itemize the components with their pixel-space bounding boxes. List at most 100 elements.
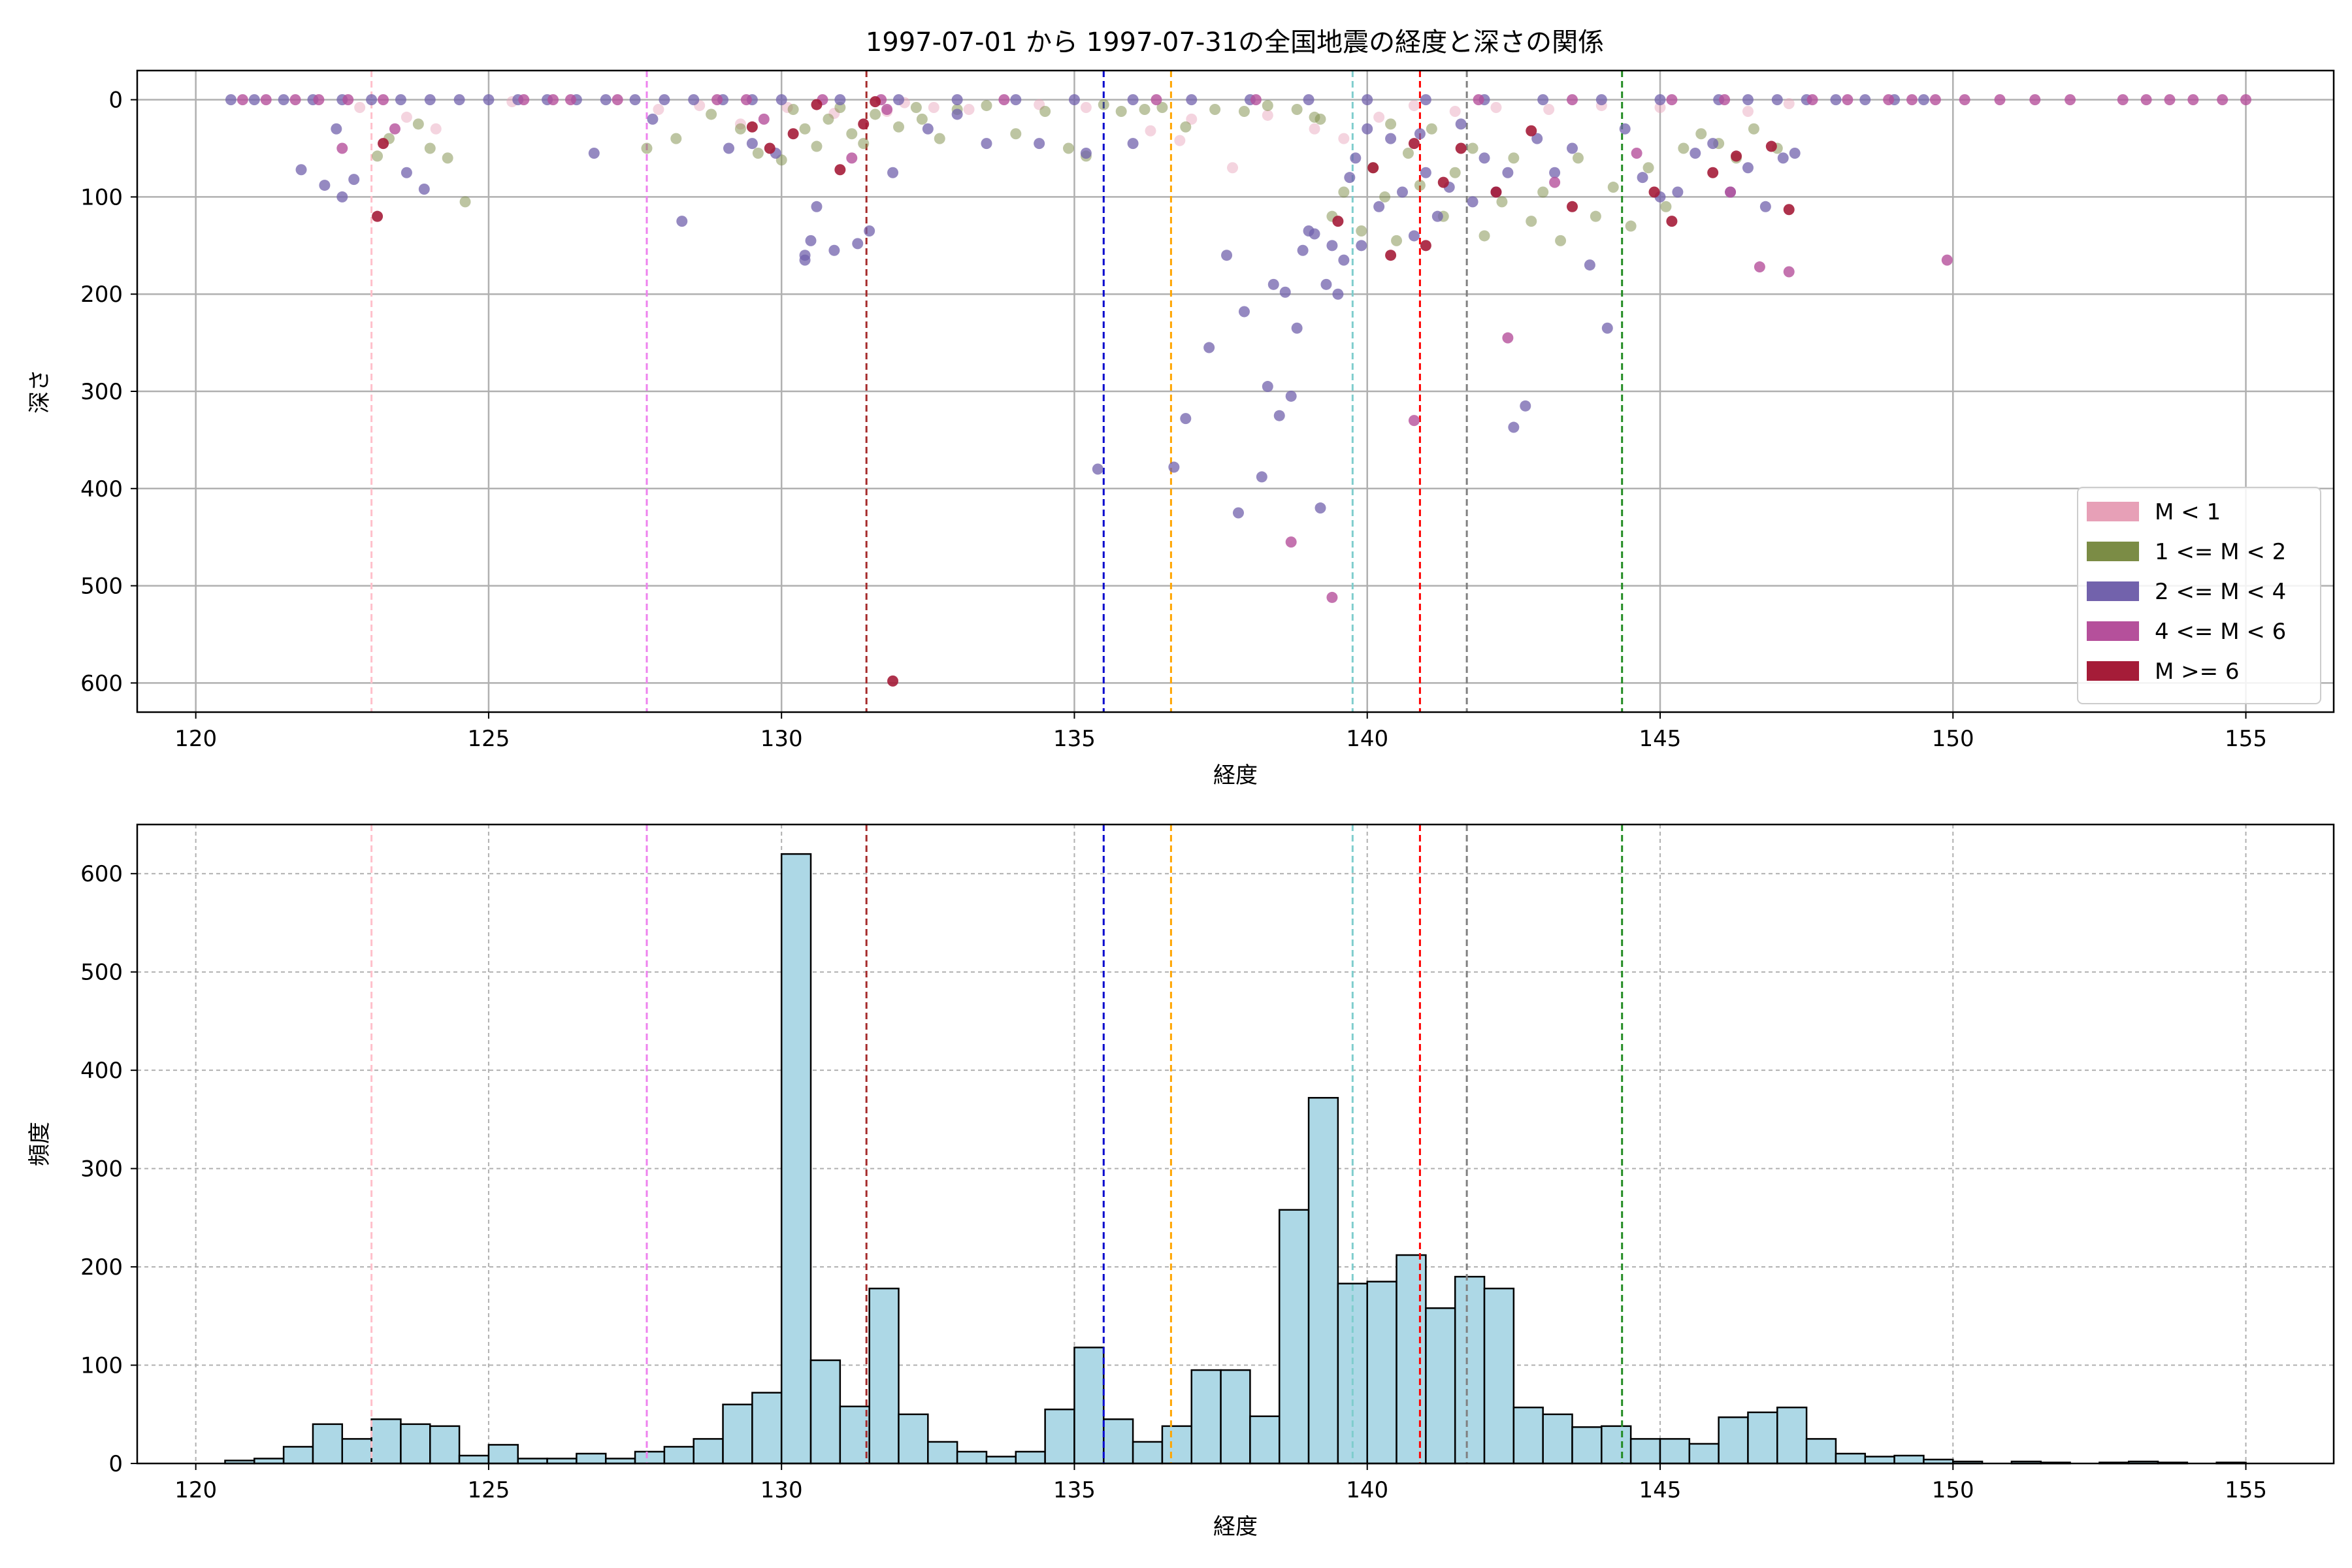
- histogram-x-tick-label: 150: [1932, 1477, 1974, 1503]
- scatter-point: [1666, 216, 1678, 227]
- scatter-point: [951, 108, 963, 120]
- scatter-point: [881, 104, 893, 116]
- scatter-point: [1408, 230, 1420, 242]
- scatter-point: [1338, 186, 1350, 198]
- scatter-point: [892, 94, 904, 106]
- scatter-point: [418, 184, 430, 195]
- scatter-point: [858, 118, 870, 130]
- scatter-point: [1379, 191, 1391, 203]
- histogram-bar: [1805, 1438, 1837, 1465]
- scatter-point: [1297, 244, 1309, 256]
- histogram-bar: [1015, 1450, 1046, 1465]
- scatter-point: [1648, 186, 1660, 198]
- scatter-point: [1350, 152, 1362, 164]
- scatter-point: [483, 94, 495, 106]
- scatter-point: [1279, 286, 1291, 298]
- scatter-point: [1478, 230, 1490, 242]
- scatter-point: [1127, 94, 1139, 106]
- legend-label: 1 <= M < 2: [2155, 539, 2286, 565]
- scatter-point: [453, 94, 465, 106]
- scatter-y-tick-label: 300: [80, 379, 123, 405]
- scatter-x-tick-label: 125: [467, 726, 510, 752]
- scatter-x-tick-label: 145: [1639, 726, 1682, 752]
- scatter-point: [1315, 502, 1326, 514]
- scatter-point: [1250, 94, 1262, 106]
- scatter-point: [1690, 147, 1701, 159]
- scatter-point: [2029, 94, 2041, 106]
- scatter-point: [1455, 142, 1467, 154]
- scatter-point: [424, 94, 436, 106]
- scatter-point: [1719, 94, 1731, 106]
- scatter-point: [2065, 94, 2076, 106]
- legend-box: [2077, 487, 2321, 704]
- scatter-point: [1508, 421, 1520, 433]
- histogram-x-tick-label: 135: [1053, 1477, 1096, 1503]
- scatter-point: [1391, 235, 1403, 246]
- scatter-point: [1526, 216, 1537, 227]
- histogram-bar: [1571, 1426, 1603, 1465]
- scatter-point: [1127, 138, 1139, 150]
- scatter-point: [1303, 94, 1315, 106]
- histogram-bar: [400, 1423, 431, 1465]
- scatter-point: [1678, 142, 1690, 154]
- scatter-point: [1654, 94, 1666, 106]
- scatter-point: [1262, 100, 1273, 112]
- scatter-point: [1771, 94, 1783, 106]
- histogram-y-tick-label: 200: [80, 1254, 123, 1281]
- scatter-point: [746, 138, 758, 150]
- scatter-point: [787, 104, 799, 116]
- histogram-bar: [1307, 1097, 1339, 1465]
- scatter-point: [1362, 94, 1373, 106]
- histogram-bar: [1864, 1456, 1895, 1465]
- scatter-point: [1520, 400, 1531, 412]
- scatter-point: [641, 142, 653, 154]
- scatter-point: [864, 225, 875, 237]
- histogram-bar: [487, 1444, 519, 1465]
- histogram-bar: [985, 1456, 1017, 1465]
- scatter-point: [1385, 118, 1397, 130]
- scatter-point: [1473, 94, 1484, 106]
- scatter-point: [378, 94, 389, 106]
- scatter-point: [600, 94, 612, 106]
- scatter-point: [1537, 186, 1549, 198]
- scatter-point: [805, 235, 817, 246]
- histogram-bar: [1161, 1425, 1193, 1465]
- scatter-point: [1414, 180, 1426, 191]
- scatter-point: [910, 102, 922, 114]
- scatter-point: [1742, 162, 1754, 174]
- scatter-point: [260, 94, 272, 106]
- histogram-bar: [429, 1425, 461, 1465]
- legend-label: 4 <= M < 6: [2155, 619, 2286, 645]
- histogram-bar: [1396, 1254, 1427, 1465]
- scatter-point: [1098, 99, 1109, 110]
- histogram-x-tick-label: 120: [174, 1477, 217, 1503]
- legend-label: 2 <= M < 4: [2155, 579, 2286, 605]
- scatter-point: [2140, 94, 2152, 106]
- scatter-point: [1742, 94, 1754, 106]
- scatter-point: [1537, 94, 1549, 106]
- scatter-point: [372, 210, 384, 222]
- histogram-x-tick-label: 125: [467, 1477, 510, 1503]
- scatter-point: [688, 94, 700, 106]
- scatter-point: [653, 104, 664, 116]
- scatter-point: [1431, 210, 1443, 222]
- scatter-point: [1309, 228, 1320, 240]
- legend-label: M >= 6: [2155, 659, 2240, 685]
- scatter-x-tick-label: 140: [1346, 726, 1388, 752]
- scatter-point: [1660, 201, 1672, 212]
- scatter-point: [1806, 94, 1818, 106]
- scatter-point: [1145, 125, 1156, 137]
- scatter-point: [1356, 225, 1367, 237]
- histogram-bar: [1542, 1413, 1573, 1465]
- scatter-point: [1502, 332, 1514, 344]
- scatter-point: [1320, 278, 1332, 290]
- scatter-point: [1115, 105, 1127, 117]
- scatter-point: [934, 133, 945, 144]
- scatter-point: [1291, 322, 1303, 334]
- scatter-point: [1666, 94, 1678, 106]
- scatter-point: [1332, 216, 1344, 227]
- histogram-bar: [751, 1392, 783, 1465]
- scatter-point: [1221, 250, 1233, 261]
- scatter-point: [395, 94, 406, 106]
- scatter-point: [1449, 105, 1461, 117]
